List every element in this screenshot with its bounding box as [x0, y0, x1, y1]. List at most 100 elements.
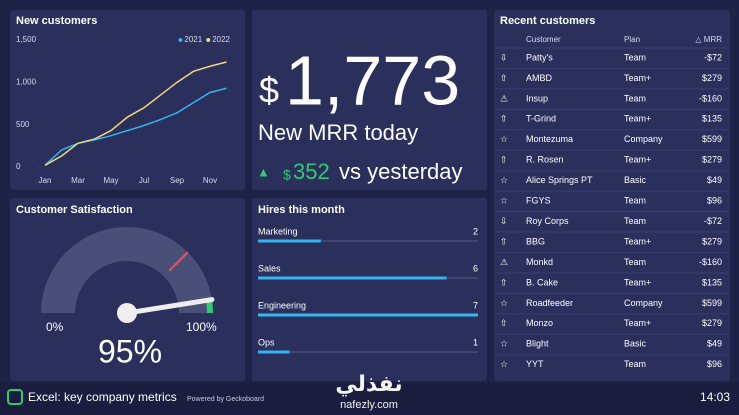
- mrr-value: 1,773: [285, 41, 460, 119]
- x-tick-label: Jul: [139, 176, 149, 185]
- customer-plan: Company: [624, 134, 663, 144]
- y-tick-label: 500: [16, 120, 30, 129]
- customer-plan: Team: [624, 216, 646, 226]
- panel-hires: [252, 198, 487, 381]
- row-icon: ⇧: [500, 155, 508, 165]
- customer-mrr: $279: [702, 318, 722, 328]
- logo: [7, 389, 23, 405]
- gauge-marker: [168, 251, 189, 272]
- panel-new-customers: [10, 10, 245, 190]
- customer-name: YYT: [526, 359, 544, 369]
- customer-plan: Team: [624, 93, 646, 103]
- x-tick-label: May: [103, 176, 118, 185]
- customer-plan: Team+: [624, 318, 651, 328]
- bar: [258, 276, 447, 280]
- hire-count: 2: [473, 226, 478, 236]
- row-icon: ☆: [500, 359, 508, 369]
- change-value: 352: [293, 159, 330, 184]
- customer-plan: Team+: [624, 155, 651, 165]
- y-tick-label: 1,000: [16, 77, 37, 86]
- x-tick-label: Mar: [71, 176, 85, 185]
- customer-mrr: -$72: [704, 216, 722, 226]
- customer-mrr: -$160: [699, 257, 722, 267]
- customer-name: B. Cake: [526, 277, 558, 287]
- panel-title: New customers: [16, 15, 97, 27]
- y-tick-label: 1,500: [16, 35, 37, 44]
- customer-plan: Team+: [624, 114, 651, 124]
- column-header: Customer: [526, 35, 561, 44]
- row-icon: ⇩: [500, 216, 508, 226]
- gauge-track: [41, 227, 213, 313]
- customer-plan: Team+: [624, 277, 651, 287]
- bar: [258, 239, 321, 243]
- footer-title: Excel: key company metrics: [28, 390, 177, 404]
- hire-label: Marketing: [258, 226, 298, 236]
- x-tick-label: Nov: [203, 176, 217, 185]
- customer-name: R. Rosen: [526, 155, 564, 165]
- customer-name: Blight: [526, 339, 549, 349]
- mrr-label: New MRR today: [258, 120, 418, 145]
- customer-mrr: $49: [707, 175, 722, 185]
- row-icon: ⇧: [500, 236, 508, 246]
- column-header: △ MRR: [695, 35, 722, 44]
- gauge-value: 95%: [98, 333, 162, 369]
- watermark-arabic: نفذلي: [335, 371, 402, 397]
- legend-label: 2022: [212, 35, 230, 44]
- column-header: Plan: [624, 35, 640, 44]
- row-icon: ⚠: [500, 257, 508, 267]
- row-icon: ☆: [500, 339, 508, 349]
- hire-count: 1: [473, 337, 478, 347]
- customer-mrr: $599: [702, 134, 722, 144]
- row-icon: ⇧: [500, 114, 508, 124]
- panel-title: Customer Satisfaction: [16, 204, 133, 216]
- legend-label: 2021: [184, 35, 202, 44]
- customer-name: BBG: [526, 236, 545, 246]
- customer-mrr: $279: [702, 155, 722, 165]
- row-icon: ☆: [500, 298, 508, 308]
- customer-name: Alice Springs PT: [526, 175, 593, 185]
- panel-title: Recent customers: [500, 15, 595, 27]
- row-icon: ☆: [500, 175, 508, 185]
- customer-mrr: -$72: [704, 52, 722, 62]
- footer-bar: [0, 383, 739, 415]
- row-icon: ⇩: [500, 52, 508, 62]
- change-currency: $: [283, 167, 291, 183]
- customer-name: Insup: [526, 93, 548, 103]
- customer-plan: Basic: [624, 175, 647, 185]
- customer-mrr: $135: [702, 114, 722, 124]
- row-icon: ☆: [500, 196, 508, 206]
- gauge-value-zone: [206, 299, 213, 313]
- hire-count: 7: [473, 300, 478, 310]
- customer-mrr: $279: [702, 73, 722, 83]
- customer-name: Monzo: [526, 318, 553, 328]
- gauge-min-label: 0%: [46, 320, 64, 334]
- customer-plan: Team+: [624, 236, 651, 246]
- customer-plan: Team: [624, 52, 646, 62]
- customer-mrr: $96: [707, 196, 722, 206]
- customer-plan: Team+: [624, 73, 651, 83]
- row-icon: ⇧: [500, 73, 508, 83]
- gauge-max-label: 100%: [186, 320, 217, 334]
- customer-mrr: $96: [707, 359, 722, 369]
- mrr-currency: $: [259, 70, 279, 111]
- legend-dot: [206, 38, 211, 42]
- watermark-url: nafezly.com: [340, 399, 398, 411]
- x-tick-label: Sep: [170, 176, 185, 185]
- footer-powered: Powered by Geckoboard: [187, 396, 264, 403]
- change-label: vs yesterday: [339, 159, 463, 184]
- panel-mrr: [252, 10, 487, 190]
- row-icon: ⇧: [500, 277, 508, 287]
- hire-label: Sales: [258, 263, 281, 273]
- customer-name: FGYS: [526, 196, 551, 206]
- line-series: [44, 61, 227, 166]
- customer-mrr: $599: [702, 298, 722, 308]
- footer-time: 14:03: [700, 390, 730, 404]
- panel-satisfaction: [10, 198, 245, 381]
- customer-plan: Basic: [624, 339, 647, 349]
- customer-name: Roy Corps: [526, 216, 569, 226]
- row-icon: ⇧: [500, 318, 508, 328]
- change-icon: ▲: [257, 164, 270, 179]
- bar: [258, 350, 290, 354]
- gauge-needle: [124, 297, 215, 316]
